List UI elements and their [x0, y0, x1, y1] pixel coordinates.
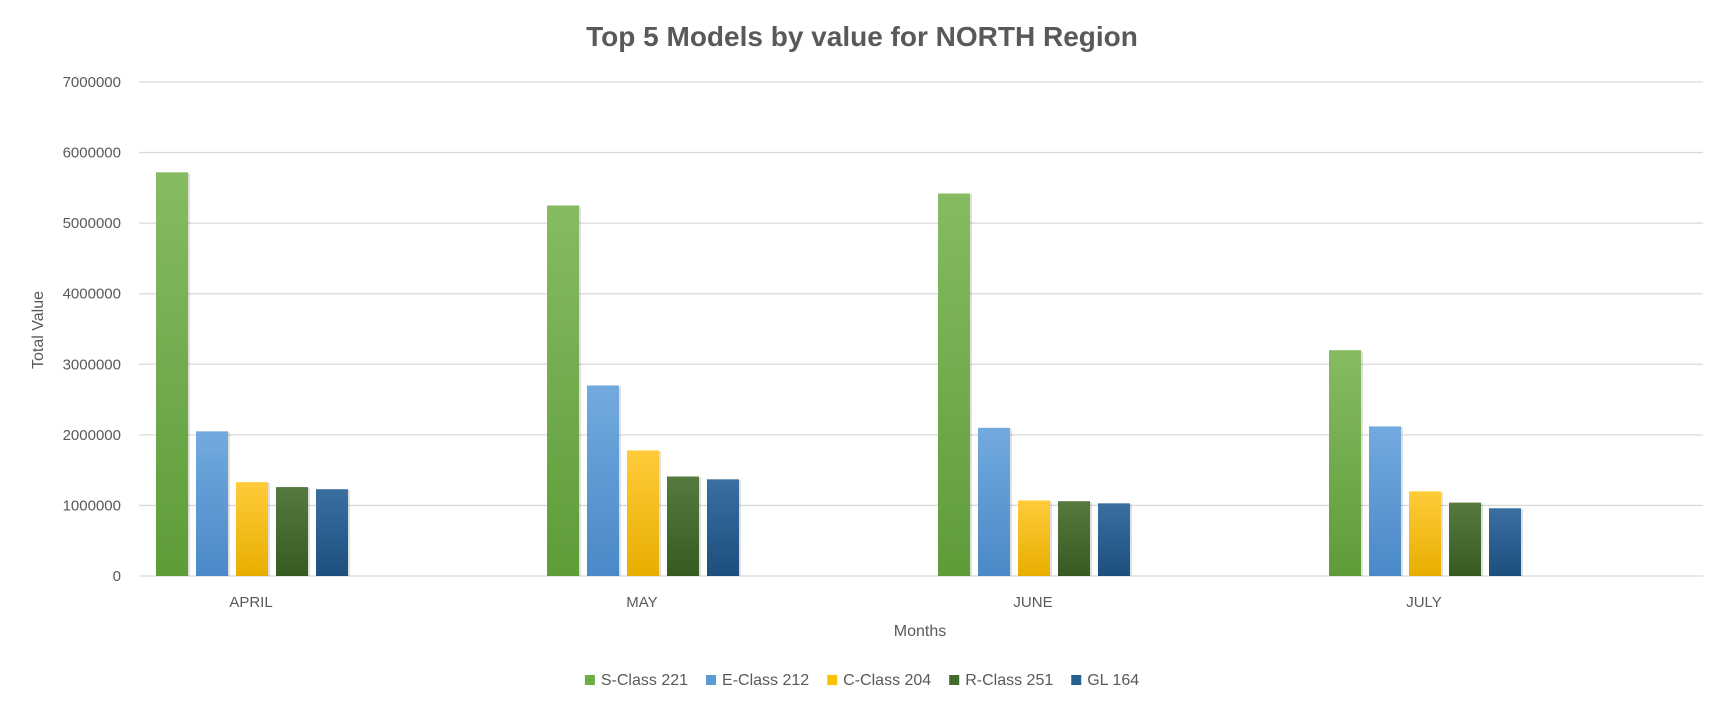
bar	[587, 385, 619, 576]
bar	[978, 427, 1010, 576]
bar	[1409, 491, 1441, 576]
chart-title: Top 5 Models by value for NORTH Region	[586, 21, 1138, 52]
legend-label: S-Class 221	[601, 672, 688, 689]
legend-label: GL 164	[1087, 672, 1139, 689]
x-tick-label: JULY	[1406, 594, 1442, 611]
bar	[1449, 502, 1481, 576]
bar	[1329, 350, 1361, 576]
legend: S-Class 221 E-Class 212 C-Class 204 R-Class…	[584, 672, 1139, 689]
y-tick-label: 3000000	[63, 356, 121, 373]
legend-swatch	[949, 675, 960, 685]
y-tick-label: 1000000	[63, 497, 121, 514]
legend-item: GL 164	[1071, 672, 1139, 689]
legend-label: R-Class 251	[965, 672, 1053, 689]
x-tick-label: JUNE	[1013, 594, 1052, 611]
y-tick-label: 6000000	[63, 145, 121, 162]
x-tick-label: APRIL	[229, 594, 272, 611]
bar	[1018, 500, 1050, 576]
legend-label: C-Class 204	[843, 672, 931, 689]
legend-swatch	[584, 675, 595, 685]
bar	[1369, 426, 1401, 576]
bar	[547, 205, 579, 576]
legend-item: R-Class 251	[949, 672, 1053, 689]
gridlines	[139, 81, 1703, 577]
y-axis-ticks: 0 1000000 2000000 3000000 4000000 5000000 6000…	[63, 74, 121, 585]
legend-item: E-Class 212	[706, 672, 809, 689]
bar	[276, 487, 308, 576]
legend-swatch	[827, 675, 838, 685]
bar	[938, 193, 970, 576]
x-tick-label: MAY	[626, 594, 657, 611]
bar	[156, 172, 188, 576]
x-axis-ticks: APRIL MAY JUNE JULY	[229, 594, 1441, 611]
bar	[707, 479, 739, 576]
legend-item: S-Class 221	[584, 672, 688, 689]
y-tick-label: 4000000	[63, 286, 121, 303]
y-axis-title: Total Value	[30, 291, 47, 369]
bar	[1058, 501, 1090, 576]
y-tick-label: 5000000	[63, 215, 121, 232]
bar	[316, 489, 348, 576]
y-tick-label: 0	[113, 568, 121, 585]
bar	[1489, 508, 1521, 576]
bar	[196, 431, 228, 576]
y-tick-label: 7000000	[63, 74, 121, 91]
legend-swatch	[706, 675, 717, 685]
x-axis-title: Months	[894, 623, 946, 640]
y-tick-label: 2000000	[63, 427, 121, 444]
bars	[156, 172, 1523, 576]
bar	[667, 476, 699, 576]
bar	[627, 450, 659, 576]
bar	[1098, 503, 1130, 576]
legend-item: C-Class 204	[827, 672, 931, 689]
legend-label: E-Class 212	[722, 672, 809, 689]
legend-swatch	[1071, 675, 1082, 685]
bar	[236, 482, 268, 576]
